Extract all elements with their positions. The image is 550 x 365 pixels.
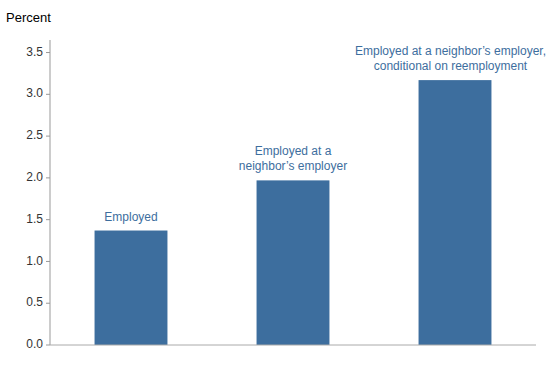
y-axis-label: Percent (6, 10, 51, 25)
x-axis-line (50, 345, 536, 346)
annotation-line: Employed at a neighbor’s employer, (355, 44, 546, 58)
annotation: Employed at aneighbor’s employer (239, 144, 347, 173)
y-tick-label: 1.0 (26, 254, 43, 268)
y-tick (46, 177, 50, 178)
bars (95, 80, 492, 345)
chart-svg: 0.00.51.01.52.02.53.03.5PercentEmployedE… (0, 0, 550, 365)
y-tick (46, 303, 50, 304)
y-tick (46, 261, 50, 262)
y-tick-label: 2.0 (26, 170, 43, 184)
y-tick (46, 94, 50, 95)
y-tick-label: 3.0 (26, 86, 43, 100)
y-tick-label: 0.0 (26, 337, 43, 351)
bar (419, 80, 492, 345)
annotation-line: neighbor’s employer (239, 159, 347, 173)
y-tick-label: 2.5 (26, 128, 43, 142)
annotation-line: conditional on reemployment (374, 59, 528, 73)
bar (257, 180, 330, 345)
y-tick-label: 1.5 (26, 212, 43, 226)
y-tick-label: 0.5 (26, 295, 43, 309)
annotation: Employed (104, 210, 157, 224)
y-tick-label: 3.5 (26, 45, 43, 59)
annotations: Employed Employed at aneighbor’s employer… (104, 44, 546, 223)
y-tick (46, 345, 50, 346)
annotation-line: Employed at a (255, 144, 332, 158)
chart-container: 0.00.51.01.52.02.53.03.5PercentEmployedE… (0, 0, 550, 365)
y-tick (46, 136, 50, 137)
annotation-line: Employed (104, 210, 157, 224)
y-tick (46, 52, 50, 53)
bar (95, 231, 168, 345)
y-tick (46, 219, 50, 220)
y-axis-line (50, 40, 51, 345)
y-axis: 0.0 0.5 1.0 1.5 2.0 2.5 3.0 3.5 (26, 40, 50, 351)
annotation: Employed at a neighbor’s employer,condit… (355, 44, 546, 73)
page: {"chart_data": {"type": "bar", "ylabel":… (0, 0, 550, 365)
